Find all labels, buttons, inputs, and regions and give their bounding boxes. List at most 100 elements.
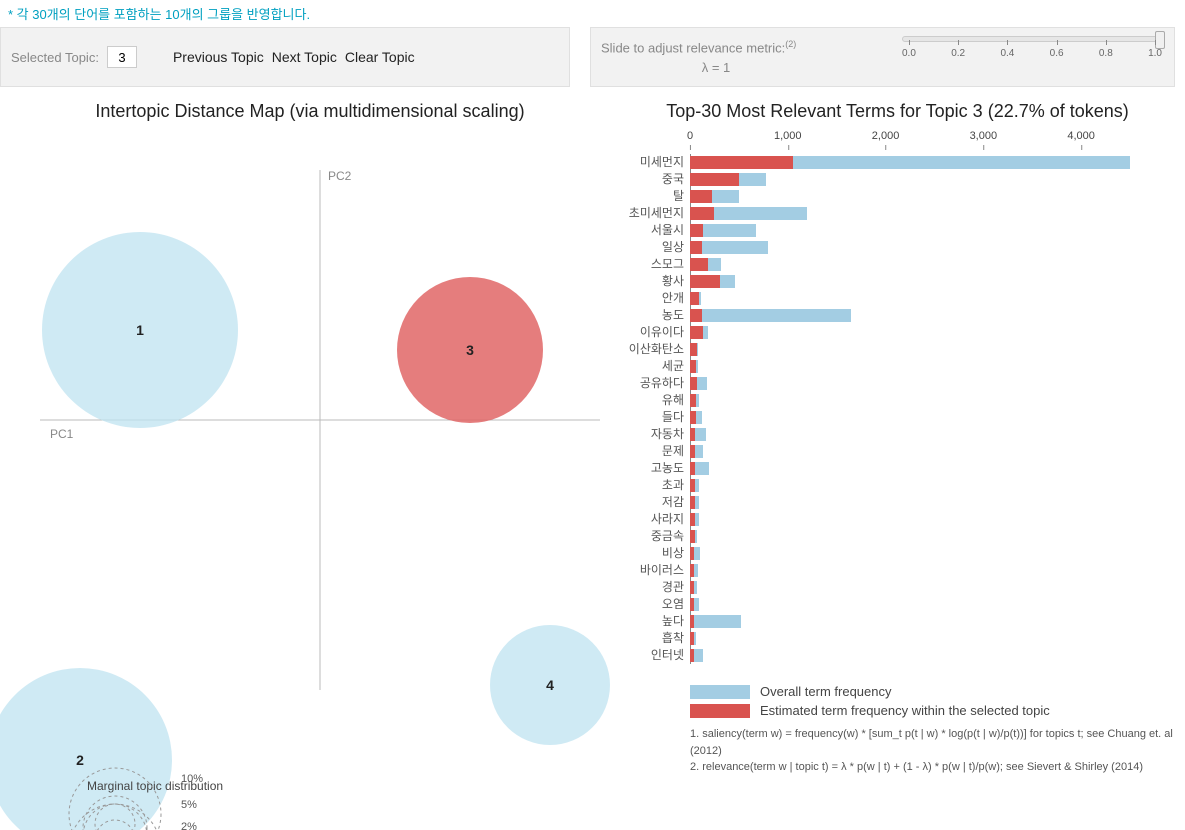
term-label: 농도 xyxy=(620,307,690,324)
term-label: 초미세먼지 xyxy=(620,205,690,222)
bar-topic xyxy=(690,581,694,594)
bar-topic xyxy=(690,275,720,288)
term-label: 인터넷 xyxy=(620,647,690,664)
bar-topic xyxy=(690,190,712,203)
svg-text:2%: 2% xyxy=(181,821,197,830)
bar-topic xyxy=(690,377,697,390)
previous-topic-button[interactable]: Previous Topic xyxy=(173,49,264,65)
legend-overall-label: Overall term frequency xyxy=(760,684,892,699)
legend-overall: Overall term frequency xyxy=(690,684,1175,699)
main-row: Intertopic Distance Map (via multidimens… xyxy=(0,97,1185,830)
bar-topic xyxy=(690,547,694,560)
bar-overall xyxy=(690,615,741,628)
term-label: 흡착 xyxy=(620,630,690,647)
term-label: 높다 xyxy=(620,613,690,630)
bar-topic xyxy=(690,207,714,220)
header-note: * 각 30개의 단어를 포함하는 10개의 그룹을 반영합니다. xyxy=(0,0,1185,27)
bars-container xyxy=(690,154,1175,664)
x-tick: 3,000 xyxy=(970,130,998,142)
topic-circle-4[interactable]: 4 xyxy=(490,625,610,745)
slider-superscript: (2) xyxy=(785,39,796,49)
legend-swatch-topic xyxy=(690,704,750,718)
term-label: 문제 xyxy=(620,443,690,460)
selected-topic-input[interactable] xyxy=(107,46,137,68)
bar-topic xyxy=(690,156,793,169)
bar-topic xyxy=(690,445,695,458)
map-title: Intertopic Distance Map (via multidimens… xyxy=(0,101,620,122)
svg-text:4: 4 xyxy=(546,677,554,693)
bar-topic xyxy=(690,224,703,237)
clear-topic-button[interactable]: Clear Topic xyxy=(345,49,415,65)
term-label: 고농도 xyxy=(620,460,690,477)
term-label: 비상 xyxy=(620,545,690,562)
bar-topic xyxy=(690,394,696,407)
topic-circle-1[interactable]: 1 xyxy=(42,232,238,428)
term-label: 오염 xyxy=(620,596,690,613)
term-label: 자동차 xyxy=(620,426,690,443)
bar-topic xyxy=(690,564,694,577)
bar-topic xyxy=(690,343,697,356)
x-tick: 0 xyxy=(687,130,693,142)
bar-topic xyxy=(690,360,696,373)
intertopic-distance-map: PC1PC21234Marginal topic distribution2%5… xyxy=(0,130,620,830)
bar-overall xyxy=(690,309,851,322)
term-label: 미세먼지 xyxy=(620,154,690,171)
term-label: 바이러스 xyxy=(620,562,690,579)
slider-tick: 0.0 xyxy=(902,48,916,59)
bar-topic xyxy=(690,513,695,526)
term-label: 이산화탄소 xyxy=(620,341,690,358)
selected-topic-label: Selected Topic: xyxy=(11,50,99,65)
footnotes: 1. saliency(term w) = frequency(w) * [su… xyxy=(690,726,1175,776)
bar-topic xyxy=(690,326,703,339)
legend-topic: Estimated term frequency within the sele… xyxy=(690,703,1175,718)
footnote-2: 2. relevance(term w | topic t) = λ * p(w… xyxy=(690,759,1175,776)
x-tick: 1,000 xyxy=(774,130,802,142)
bar-topic xyxy=(690,411,696,424)
slider-tick: 0.6 xyxy=(1050,48,1064,59)
bar-topic xyxy=(690,428,695,441)
bar-topic xyxy=(690,496,695,509)
term-label: 초과 xyxy=(620,477,690,494)
term-label: 들다 xyxy=(620,409,690,426)
term-label: 세균 xyxy=(620,358,690,375)
slider-line xyxy=(902,36,1162,42)
topic-controls: Selected Topic: Previous Topic Next Topi… xyxy=(0,27,570,87)
term-label: 중국 xyxy=(620,171,690,188)
bar-topic xyxy=(690,173,739,186)
term-label: 안개 xyxy=(620,290,690,307)
bar-x-axis: 0 1,000 2,000 3,000 4,000 xyxy=(690,130,1175,154)
term-label: 유해 xyxy=(620,392,690,409)
svg-text:2: 2 xyxy=(76,752,84,768)
term-label: 중금속 xyxy=(620,528,690,545)
slider-label-block: Slide to adjust relevance metric:(2) λ =… xyxy=(601,39,831,74)
legend: Overall term frequency Estimated term fr… xyxy=(690,684,1175,718)
top-controls-row: Selected Topic: Previous Topic Next Topi… xyxy=(0,27,1185,87)
term-label: 스모그 xyxy=(620,256,690,273)
svg-text:PC2: PC2 xyxy=(328,169,352,183)
term-label: 저감 xyxy=(620,494,690,511)
term-label: 탈 xyxy=(620,188,690,205)
x-tick: 4,000 xyxy=(1067,130,1095,142)
bar-chart: 01,0002,0003,0004,000 미세먼지중국탈초미세먼지서울시일상스… xyxy=(620,130,1175,664)
topic-circle-2[interactable]: 2 xyxy=(0,668,172,830)
bar-topic xyxy=(690,632,694,645)
x-tick: 2,000 xyxy=(872,130,900,142)
bar-topic xyxy=(690,530,695,543)
topic-circle-3[interactable]: 3 xyxy=(397,277,543,423)
bar-topic xyxy=(690,615,694,628)
legend-swatch-overall xyxy=(690,685,750,699)
svg-text:PC1: PC1 xyxy=(50,427,74,441)
bar-topic xyxy=(690,649,694,662)
bar-topic xyxy=(690,479,695,492)
next-topic-button[interactable]: Next Topic xyxy=(272,49,337,65)
slider-handle[interactable] xyxy=(1155,31,1165,49)
bars-title: Top-30 Most Relevant Terms for Topic 3 (… xyxy=(620,101,1175,122)
distance-map-panel: Intertopic Distance Map (via multidimens… xyxy=(0,97,620,830)
svg-text:3: 3 xyxy=(466,342,474,358)
lambda-slider[interactable]: 0.00.20.40.60.81.0 xyxy=(902,36,1162,59)
svg-text:10%: 10% xyxy=(181,773,203,785)
slider-tick: 0.2 xyxy=(951,48,965,59)
svg-text:1: 1 xyxy=(136,322,144,338)
term-label: 서울시 xyxy=(620,222,690,239)
term-label: 사라지 xyxy=(620,511,690,528)
